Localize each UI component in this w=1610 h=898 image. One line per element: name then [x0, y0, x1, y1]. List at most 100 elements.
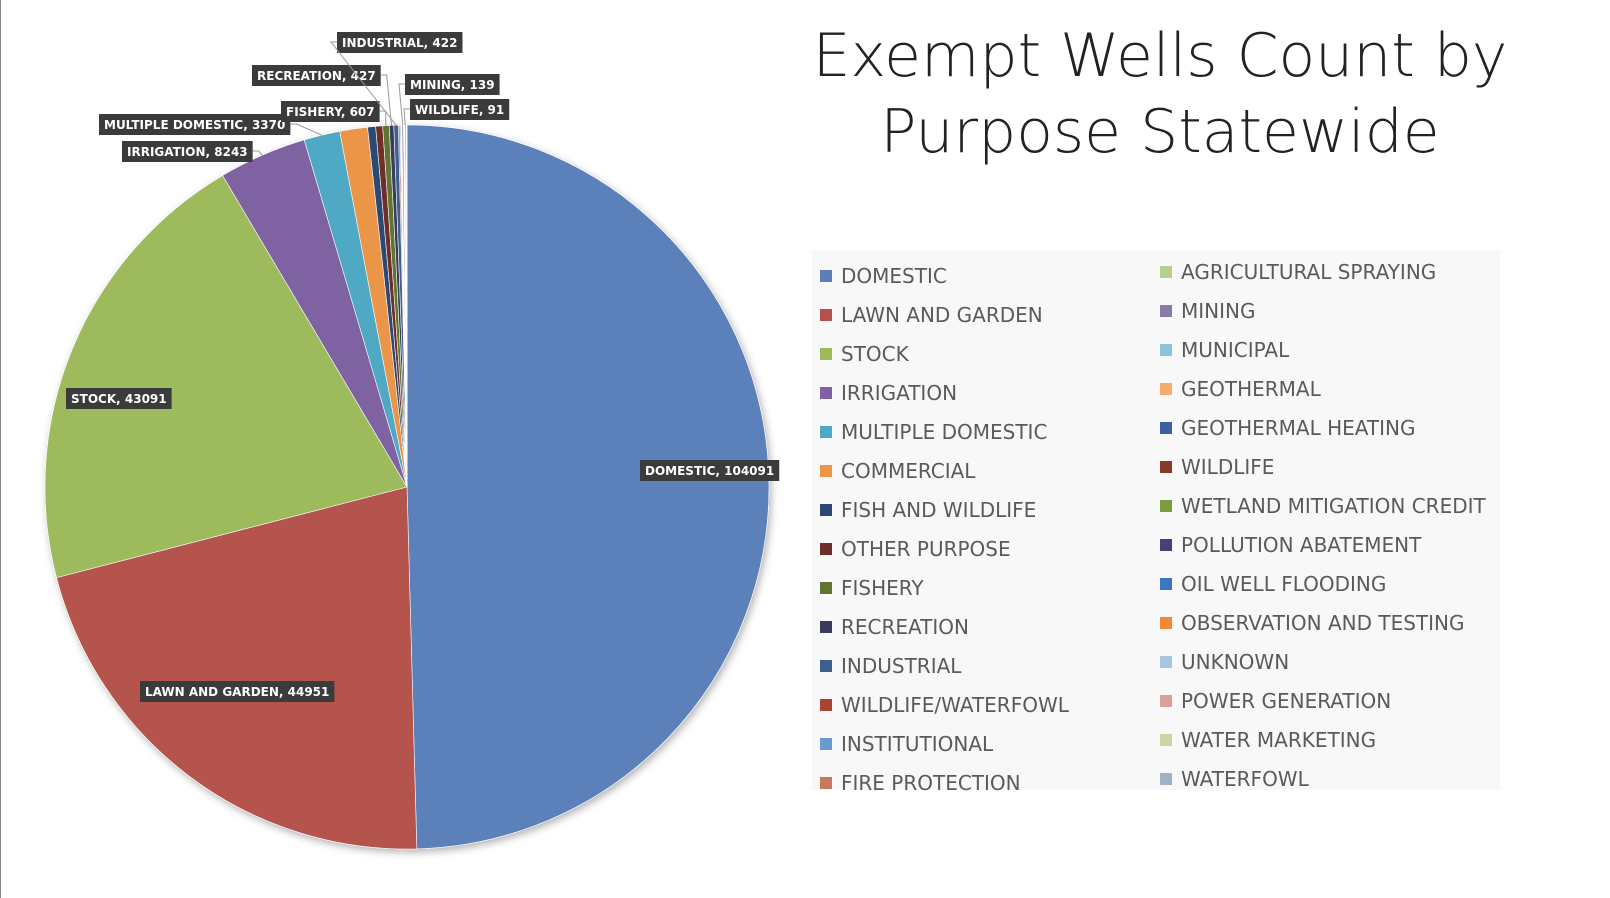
data-label-box [99, 114, 291, 135]
legend-swatch [1160, 694, 1172, 707]
legend-column-right: AGRICULTURAL SPRAYING MINING MUNICIPAL GEOT… [1160, 252, 1486, 798]
legend-swatch [820, 542, 832, 555]
legend-swatch [820, 776, 832, 789]
legend-swatch [820, 464, 832, 477]
legend-item: GEOTHERMAL [1160, 369, 1486, 408]
legend-item: FIRE PROTECTION [820, 763, 1069, 802]
legend-label: RECREATION [841, 614, 969, 639]
legend-label: UNKNOWN [1181, 649, 1290, 674]
legend-item: INSTITUTIONAL [820, 724, 1069, 763]
legend-item: GEOTHERMAL HEATING [1160, 408, 1486, 447]
leader-line [252, 150, 263, 156]
legend-label: MULTIPLE DOMESTIC [841, 419, 1048, 444]
legend-item: DOMESTIC [820, 256, 1069, 295]
data-label: INDUSTRIAL, 422 [342, 36, 457, 50]
legend-item: POLLUTION ABATEMENT [1160, 525, 1486, 564]
legend-label: WATERFOWL [1181, 766, 1309, 791]
legend-swatch [820, 308, 832, 321]
leader-line [403, 108, 410, 126]
legend-item: STOCK [820, 334, 1069, 373]
data-label: IRRIGATION, 8243 [127, 145, 248, 159]
legend-swatch [820, 581, 832, 594]
legend-label: GEOTHERMAL [1181, 376, 1321, 401]
legend-label: OTHER PURPOSE [841, 536, 1011, 561]
pie-slice-stock [44, 175, 408, 578]
leader-line [290, 123, 323, 136]
legend-label: WILDLIFE [1181, 454, 1275, 479]
legend-label: IRRIGATION [841, 380, 958, 405]
chart-title: Exempt Wells Count by Purpose Statewide [812, 21, 1508, 167]
legend-item: POWER GENERATION [1160, 681, 1486, 720]
legend-item: LAWN AND GARDEN [820, 295, 1069, 334]
legend-label: STOCK [841, 341, 909, 366]
legend-label: WETLAND MITIGATION CREDIT [1181, 493, 1486, 518]
legend-item: MULTIPLE DOMESTIC [820, 412, 1069, 451]
data-label: LAWN AND GARDEN, 44951 [145, 685, 329, 699]
legend-swatch [1160, 265, 1172, 278]
data-label-box [252, 65, 381, 86]
legend-item: OIL WELL FLOODING [1160, 564, 1486, 603]
pie-chart: DOMESTIC, 104091 LAWN AND GARDEN, 44951 ST… [44, 32, 780, 850]
legend-swatch [1160, 733, 1172, 746]
legend-item: INDUSTRIAL [820, 646, 1069, 685]
legend-label: WATER MARKETING [1181, 727, 1377, 752]
data-label: RECREATION, 427 [257, 69, 376, 83]
legend-label: POLLUTION ABATEMENT [1181, 532, 1422, 557]
legend-item: UNKNOWN [1160, 642, 1486, 681]
legend-swatch [1160, 382, 1172, 395]
data-label-box [640, 460, 780, 481]
legend-swatch [820, 269, 832, 282]
legend-swatch [1160, 538, 1172, 551]
data-label: MULTIPLE DOMESTIC, 3370 [104, 118, 285, 132]
legend-item: RECREATION [820, 607, 1069, 646]
legend-swatch [1160, 499, 1172, 512]
legend-item: IRRIGATION [820, 373, 1069, 412]
data-label: FISHERY, 607 [286, 105, 375, 119]
pie-slice-domestic [406, 124, 770, 850]
legend: DOMESTIC LAWN AND GARDEN STOCK IRRIGATION MU… [812, 250, 1500, 795]
legend-item: WILDLIFE/WATERFOWL [820, 685, 1069, 724]
legend-swatch [820, 386, 832, 399]
legend-item: FISHERY [820, 568, 1069, 607]
legend-label: FISHERY [841, 575, 924, 600]
leader-line [380, 74, 393, 126]
legend-swatch [820, 698, 832, 711]
legend-item: FISH AND WILDLIFE [820, 490, 1069, 529]
legend-swatch [1160, 616, 1172, 629]
data-label: STOCK, 43091 [71, 392, 167, 406]
data-label-box [140, 681, 335, 702]
legend-swatch [1160, 772, 1172, 785]
legend-swatch [820, 737, 832, 750]
legend-swatch [1160, 304, 1172, 317]
legend-swatch [820, 425, 832, 438]
legend-label: MINING [1181, 298, 1256, 323]
legend-item: WETLAND MITIGATION CREDIT [1160, 486, 1486, 525]
slide-border [0, 0, 1, 898]
legend-label: INSTITUTIONAL [841, 731, 994, 756]
data-label-box [337, 32, 463, 53]
legend-item: AGRICULTURAL SPRAYING [1160, 252, 1486, 291]
legend-item: OBSERVATION AND TESTING [1160, 603, 1486, 642]
legend-swatch [1160, 655, 1172, 668]
leader-line [398, 83, 405, 126]
legend-swatch [1160, 577, 1172, 590]
legend-swatch [1160, 460, 1172, 473]
legend-label: DOMESTIC [841, 263, 947, 288]
legend-label: LAWN AND GARDEN [841, 302, 1043, 327]
legend-label: FISH AND WILDLIFE [841, 497, 1037, 522]
legend-swatch [820, 620, 832, 633]
legend-swatch [820, 503, 832, 516]
legend-label: COMMERCIAL [841, 458, 976, 483]
data-label: MINING, 139 [410, 78, 495, 92]
legend-item: MUNICIPAL [1160, 330, 1486, 369]
data-label-box [66, 388, 172, 409]
legend-item: COMMERCIAL [820, 451, 1069, 490]
legend-label: OBSERVATION AND TESTING [1181, 610, 1465, 635]
legend-label: INDUSTRIAL [841, 653, 962, 678]
data-label-box [410, 99, 510, 120]
legend-swatch [820, 347, 832, 360]
legend-column-left: DOMESTIC LAWN AND GARDEN STOCK IRRIGATION MU… [820, 256, 1069, 802]
legend-label: POWER GENERATION [1181, 688, 1392, 713]
legend-swatch [820, 659, 832, 672]
legend-label: OIL WELL FLOODING [1181, 571, 1387, 596]
